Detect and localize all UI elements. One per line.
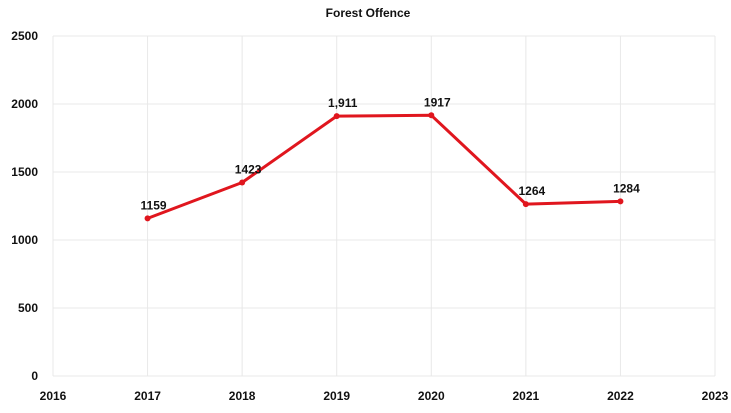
x-tick-label: 2021: [513, 389, 540, 403]
x-tick-label: 2019: [323, 389, 350, 403]
y-tick-label: 0: [31, 369, 38, 383]
x-tick-label: 2018: [229, 389, 256, 403]
gridlines: [52, 35, 716, 377]
y-tick-label: 2000: [11, 97, 38, 111]
y-tick-label: 2500: [11, 29, 38, 43]
x-tick-label: 2023: [702, 389, 729, 403]
data-point: [239, 179, 246, 186]
y-axis-ticks: 0 500 1000 1500 2000 2500: [11, 29, 38, 383]
y-tick-label: 1000: [11, 233, 38, 247]
data-labels: 1159 1423 1,911 1917 1264 1284: [141, 95, 641, 212]
x-tick-label: 2017: [134, 389, 161, 403]
data-points: [144, 112, 624, 222]
data-label: 1,911: [328, 96, 358, 110]
y-tick-label: 500: [18, 301, 38, 315]
x-tick-label: 2016: [40, 389, 67, 403]
x-tick-label: 2022: [607, 389, 634, 403]
series-polyline: [146, 113, 622, 220]
data-point: [428, 112, 435, 119]
data-point: [144, 215, 151, 222]
data-label: 1284: [613, 181, 640, 195]
data-label: 1423: [235, 162, 262, 176]
data-label: 1917: [424, 95, 451, 109]
data-label: 1264: [519, 184, 546, 198]
data-point: [333, 113, 340, 120]
data-point: [617, 198, 624, 205]
x-axis-ticks: 2016 2017 2018 2019 2020 2021 2022 2023: [40, 389, 729, 403]
chart-title: Forest Offence: [326, 6, 411, 20]
data-point: [522, 201, 529, 208]
y-tick-label: 1500: [11, 165, 38, 179]
data-label: 1159: [141, 198, 167, 212]
series-line: [146, 113, 622, 220]
x-tick-label: 2020: [418, 389, 445, 403]
